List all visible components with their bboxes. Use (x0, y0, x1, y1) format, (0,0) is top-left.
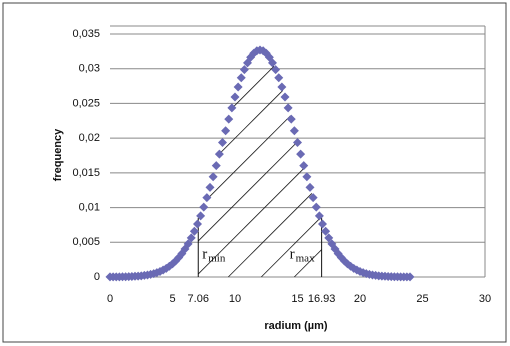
data-point (283, 103, 293, 113)
data-point (314, 211, 324, 221)
y-tick-label: 0,02 (79, 132, 100, 144)
data-point (221, 126, 231, 136)
data-point (274, 73, 284, 83)
data-point (236, 73, 246, 83)
data-point (189, 226, 199, 236)
marker-label: r (290, 246, 295, 262)
data-point (311, 202, 321, 212)
data-point (280, 92, 290, 102)
hatch-line (198, 49, 322, 278)
data-point (224, 114, 234, 124)
data-point (324, 233, 334, 243)
hatch-line (198, 49, 322, 278)
x-axis-title: radium (µm) (264, 320, 328, 332)
data-point (227, 103, 237, 113)
y-tick-label: 0,035 (72, 28, 100, 40)
data-point (233, 82, 243, 92)
data-point (293, 137, 302, 147)
y-tick-label: 0,015 (72, 167, 100, 179)
data-point (289, 126, 299, 136)
data-point (230, 92, 240, 102)
data-point (302, 172, 312, 182)
hatch-line (227, 49, 322, 278)
data-point (193, 219, 202, 229)
x-tick-label: 5 (169, 293, 175, 305)
data-point (214, 149, 224, 159)
data-point (299, 161, 309, 171)
marker-label: r (202, 246, 207, 262)
data-point (286, 114, 296, 124)
y-tick-label: 0,01 (79, 201, 100, 213)
data-point (318, 219, 327, 229)
data-point (268, 58, 277, 68)
data-point (211, 161, 221, 171)
data-point (218, 137, 227, 147)
x-tick-label: 10 (229, 293, 241, 305)
x-tick-label: 16.93 (308, 293, 336, 305)
data-point (183, 239, 193, 249)
data-point (239, 65, 249, 75)
y-tick-label: 0 (94, 271, 100, 283)
x-tick-label: 25 (416, 293, 428, 305)
y-tick-label: 0,025 (72, 97, 100, 109)
marker-subscript: min (208, 253, 226, 265)
x-tick-label: 0 (107, 293, 113, 305)
data-point (186, 233, 196, 243)
data-point (305, 182, 315, 192)
y-tick-label: 0,005 (72, 236, 100, 248)
data-point (205, 182, 215, 192)
data-point (321, 226, 331, 236)
data-point (405, 272, 415, 282)
data-point (271, 65, 281, 75)
hatch-line (198, 49, 322, 278)
hatch-line (260, 49, 322, 278)
data-point (208, 172, 218, 182)
data-point (196, 211, 206, 221)
data-point (202, 193, 212, 203)
data-point (308, 193, 318, 203)
x-tick-label: 15 (291, 293, 303, 305)
data-point (199, 202, 209, 212)
data-point (296, 149, 306, 159)
data-point (249, 48, 259, 58)
data-point (277, 82, 287, 92)
x-tick-label: 7.06 (188, 293, 209, 305)
y-tick-label: 0,03 (79, 63, 100, 75)
x-tick-label: 30 (479, 293, 491, 305)
marker-subscript: max (296, 253, 315, 265)
y-axis-title: frequency (52, 128, 64, 181)
x-tick-label: 20 (354, 293, 366, 305)
